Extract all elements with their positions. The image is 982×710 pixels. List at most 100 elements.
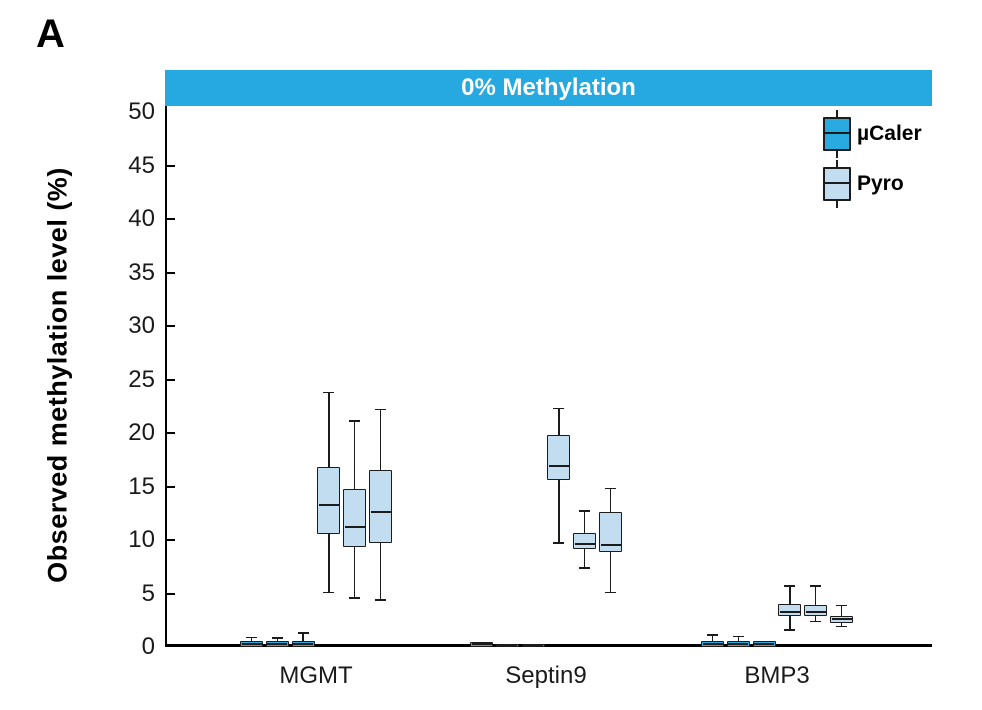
x-category-label-septin9: Septin9 — [505, 662, 587, 689]
box-pyro-septin9-3-lower-whisker — [609, 551, 612, 593]
box-ucaler-mgmt-1-median — [241, 642, 262, 645]
legend-box-glyph — [822, 110, 852, 158]
box-pyro-mgmt-1-median — [318, 503, 339, 506]
box-ucaler-bmp3-1-upper-whisker — [711, 635, 714, 641]
x-category-label-mgmt: MGMT — [279, 662, 353, 689]
box-pyro-mgmt-3-lower-cap — [375, 599, 386, 601]
y-tick-mark — [167, 432, 175, 434]
box-ucaler-septin9-3-median — [523, 644, 544, 647]
y-tick-label: 40 — [128, 205, 155, 232]
x-category-label-bmp3: BMP3 — [744, 662, 810, 689]
y-axis-title: Observed methylation level (%) — [42, 167, 73, 583]
x-axis-line — [165, 644, 932, 647]
box-pyro-mgmt-3 — [369, 470, 392, 544]
box-pyro-septin9-1 — [547, 435, 571, 481]
y-tick-label: 15 — [128, 472, 155, 500]
box-ucaler-mgmt-3-upper-cap — [297, 632, 309, 634]
box-pyro-mgmt-2-lower-whisker — [353, 547, 356, 598]
box-ucaler-mgmt-1-upper-whisker — [250, 637, 253, 642]
panel-label: A — [36, 12, 65, 56]
box-pyro-mgmt-2-median — [344, 526, 365, 529]
box-pyro-mgmt-1-lower-cap — [323, 591, 335, 594]
box-pyro-septin9-3-median — [600, 544, 621, 547]
y-tick-mark — [167, 164, 175, 167]
box-pyro-mgmt-3-lower-whisker — [379, 543, 382, 600]
box-pyro-septin9-3-lower-cap — [605, 591, 616, 594]
y-axis-line — [165, 106, 167, 647]
legend-glyph-box — [823, 167, 851, 201]
box-pyro-bmp3-1-upper-cap — [784, 585, 796, 587]
box-ucaler-mgmt-2-upper-cap — [271, 637, 283, 639]
legend-box-glyph — [822, 160, 852, 208]
box-pyro-septin9-1-lower-cap — [553, 542, 565, 544]
box-pyro-septin9-2-median — [574, 543, 595, 546]
box-ucaler-bmp3-2-upper-whisker — [737, 636, 740, 642]
box-pyro-mgmt-3-upper-whisker — [379, 409, 382, 471]
box-pyro-bmp3-2-median — [805, 610, 826, 613]
y-tick-mark — [167, 271, 175, 274]
box-pyro-bmp3-2-upper-cap — [810, 585, 822, 587]
box-ucaler-mgmt-1-upper-cap — [246, 636, 257, 639]
box-pyro-mgmt-1-upper-cap — [323, 391, 335, 394]
box-pyro-bmp3-1 — [778, 604, 802, 616]
y-tick-label: 20 — [128, 419, 155, 446]
legend-glyph-lower-whisker — [836, 201, 838, 208]
y-tick-mark — [167, 592, 175, 595]
box-pyro-bmp3-3-lower-cap — [836, 625, 847, 628]
box-pyro-septin9-3-upper-whisker — [609, 488, 612, 513]
y-tick-label: 0 — [141, 633, 155, 660]
box-pyro-bmp3-3-upper-whisker — [840, 605, 843, 616]
box-pyro-bmp3-1-lower-cap — [784, 629, 796, 631]
legend-glyph-upper-whisker — [836, 110, 838, 117]
box-pyro-mgmt-1-lower-whisker — [328, 533, 330, 593]
box-ucaler-bmp3-1-median — [702, 642, 723, 645]
y-tick-label: 5 — [141, 579, 155, 607]
box-pyro-septin9-2-upper-cap — [579, 510, 591, 512]
legend-label: Pyro — [857, 172, 904, 195]
legend-entry-ucaler: µCaler — [822, 110, 922, 158]
y-tick-label: 45 — [128, 151, 155, 179]
y-tick-mark — [167, 325, 175, 327]
box-ucaler-mgmt-2-median — [267, 642, 288, 645]
box-ucaler-mgmt-2-upper-whisker — [276, 637, 279, 642]
legend-label: µCaler — [857, 122, 922, 145]
box-pyro-mgmt-1 — [317, 467, 341, 534]
legend-glyph-upper-whisker — [836, 160, 838, 167]
box-ucaler-mgmt-3-median — [293, 642, 314, 645]
box-pyro-bmp3-1-upper-whisker — [789, 586, 791, 605]
box-pyro-septin9-2-lower-cap — [579, 567, 591, 569]
title-banner: 0% Methylation — [165, 70, 932, 106]
y-tick-mark — [167, 218, 175, 220]
box-pyro-septin9-2-lower-whisker — [583, 548, 586, 568]
box-pyro-septin9-2 — [573, 532, 597, 549]
box-pyro-bmp3-2 — [804, 605, 828, 616]
box-pyro-mgmt-2-lower-cap — [349, 597, 361, 599]
y-tick-label: 35 — [128, 258, 155, 286]
legend-glyph-median — [825, 132, 849, 134]
chart-title: 0% Methylation — [461, 74, 636, 101]
box-pyro-septin9-2-upper-whisker — [583, 511, 586, 533]
y-tick-mark — [167, 539, 175, 541]
y-tick-label: 30 — [128, 312, 155, 339]
box-pyro-mgmt-2-upper-cap — [349, 420, 361, 422]
box-pyro-mgmt-2 — [343, 488, 367, 548]
legend-glyph-lower-whisker — [836, 151, 838, 158]
y-tick-label: 50 — [128, 98, 155, 125]
box-ucaler-bmp3-1-upper-cap — [707, 634, 718, 636]
box-ucaler-bmp3-3-median — [754, 642, 775, 645]
legend-entry-pyro: Pyro — [822, 160, 904, 208]
box-ucaler-bmp3-2-upper-cap — [732, 635, 744, 638]
box-pyro-bmp3-2-lower-whisker — [814, 615, 817, 622]
box-pyro-mgmt-1-upper-whisker — [328, 392, 330, 468]
box-ucaler-bmp3-2-median — [728, 642, 749, 645]
y-tick-label: 25 — [128, 365, 155, 393]
box-ucaler-mgmt-3-upper-whisker — [302, 633, 304, 642]
plot-area — [167, 106, 932, 647]
box-pyro-mgmt-3-median — [370, 511, 391, 514]
box-pyro-septin9-3-upper-cap — [605, 487, 616, 490]
box-pyro-bmp3-2-lower-cap — [810, 620, 822, 623]
y-tick-mark — [167, 485, 175, 488]
legend-glyph-box — [823, 117, 851, 151]
box-pyro-septin9-1-upper-whisker — [558, 408, 560, 436]
